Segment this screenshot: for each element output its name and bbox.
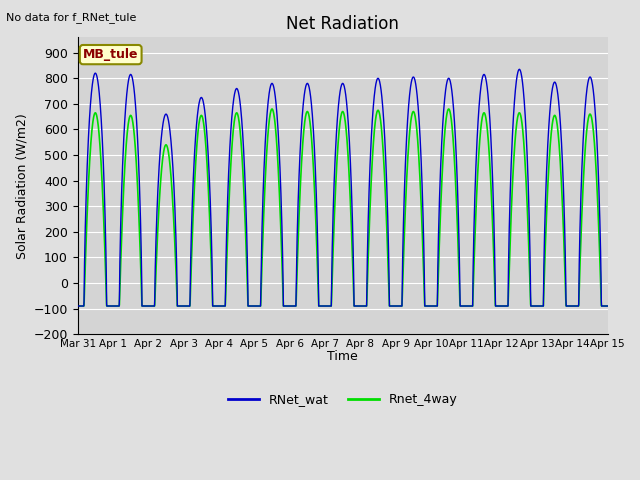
Title: Net Radiation: Net Radiation (286, 15, 399, 33)
Text: No data for f_RNet_tule: No data for f_RNet_tule (6, 12, 137, 23)
Legend: RNet_wat, Rnet_4way: RNet_wat, Rnet_4way (223, 388, 463, 411)
Y-axis label: Solar Radiation (W/m2): Solar Radiation (W/m2) (15, 113, 28, 259)
Text: MB_tule: MB_tule (83, 48, 138, 61)
X-axis label: Time: Time (327, 350, 358, 363)
